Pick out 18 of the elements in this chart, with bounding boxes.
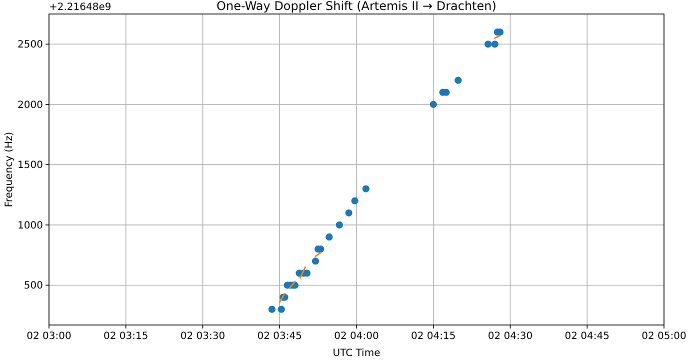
x-tick-label: 02 04:15 [411, 331, 456, 342]
y-tick-label: 2500 [18, 40, 43, 51]
x-tick-label: 02 04:45 [564, 331, 610, 342]
text: +2.21648e9 [49, 2, 112, 13]
x-tick-label: 02 04:30 [488, 331, 533, 342]
x-axis-title: UTC Time [332, 348, 380, 359]
y-tick-label: 1000 [18, 220, 43, 232]
y-axis-title: Frequency (Hz) [4, 132, 15, 208]
x-tick-label: 02 05:00 [642, 331, 686, 342]
x-tick-label: 02 03:30 [180, 331, 226, 342]
x-tick-label: 02 03:15 [104, 331, 148, 342]
chart-title: One-Way Doppler Shift (Artemis II → Drachten) [216, 0, 496, 13]
y-tick-label: 500 [24, 280, 43, 292]
x-tick-label: 02 04:00 [334, 331, 379, 342]
x-tick-label: 02 03:45 [257, 331, 302, 342]
y-tick-label: 2000 [18, 100, 43, 111]
x-tick-label: 02 03:00 [26, 331, 72, 342]
y-tick-label: 1500 [18, 160, 43, 172]
